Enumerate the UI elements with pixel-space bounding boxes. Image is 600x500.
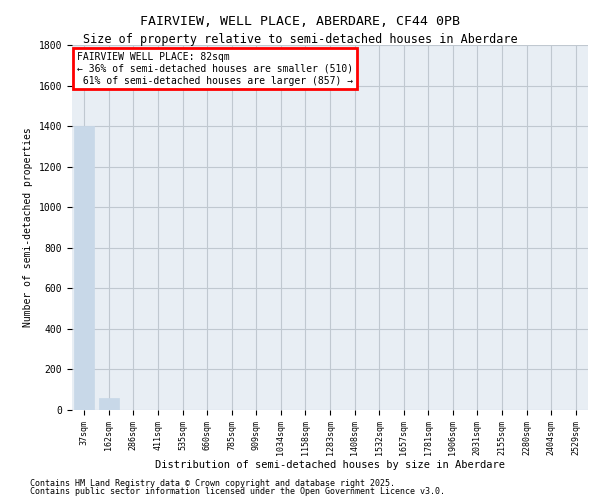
Bar [74,126,94,410]
X-axis label: Distribution of semi-detached houses by size in Aberdare: Distribution of semi-detached houses by … [155,460,505,470]
Bar [99,398,119,410]
Text: FAIRVIEW WELL PLACE: 82sqm
← 36% of semi-detached houses are smaller (510)
 61% : FAIRVIEW WELL PLACE: 82sqm ← 36% of semi… [77,52,353,86]
Text: Contains HM Land Registry data © Crown copyright and database right 2025.: Contains HM Land Registry data © Crown c… [30,478,395,488]
Text: Size of property relative to semi-detached houses in Aberdare: Size of property relative to semi-detach… [83,32,517,46]
Text: FAIRVIEW, WELL PLACE, ABERDARE, CF44 0PB: FAIRVIEW, WELL PLACE, ABERDARE, CF44 0PB [140,15,460,28]
Text: Contains public sector information licensed under the Open Government Licence v3: Contains public sector information licen… [30,487,445,496]
Y-axis label: Number of semi-detached properties: Number of semi-detached properties [23,128,33,328]
